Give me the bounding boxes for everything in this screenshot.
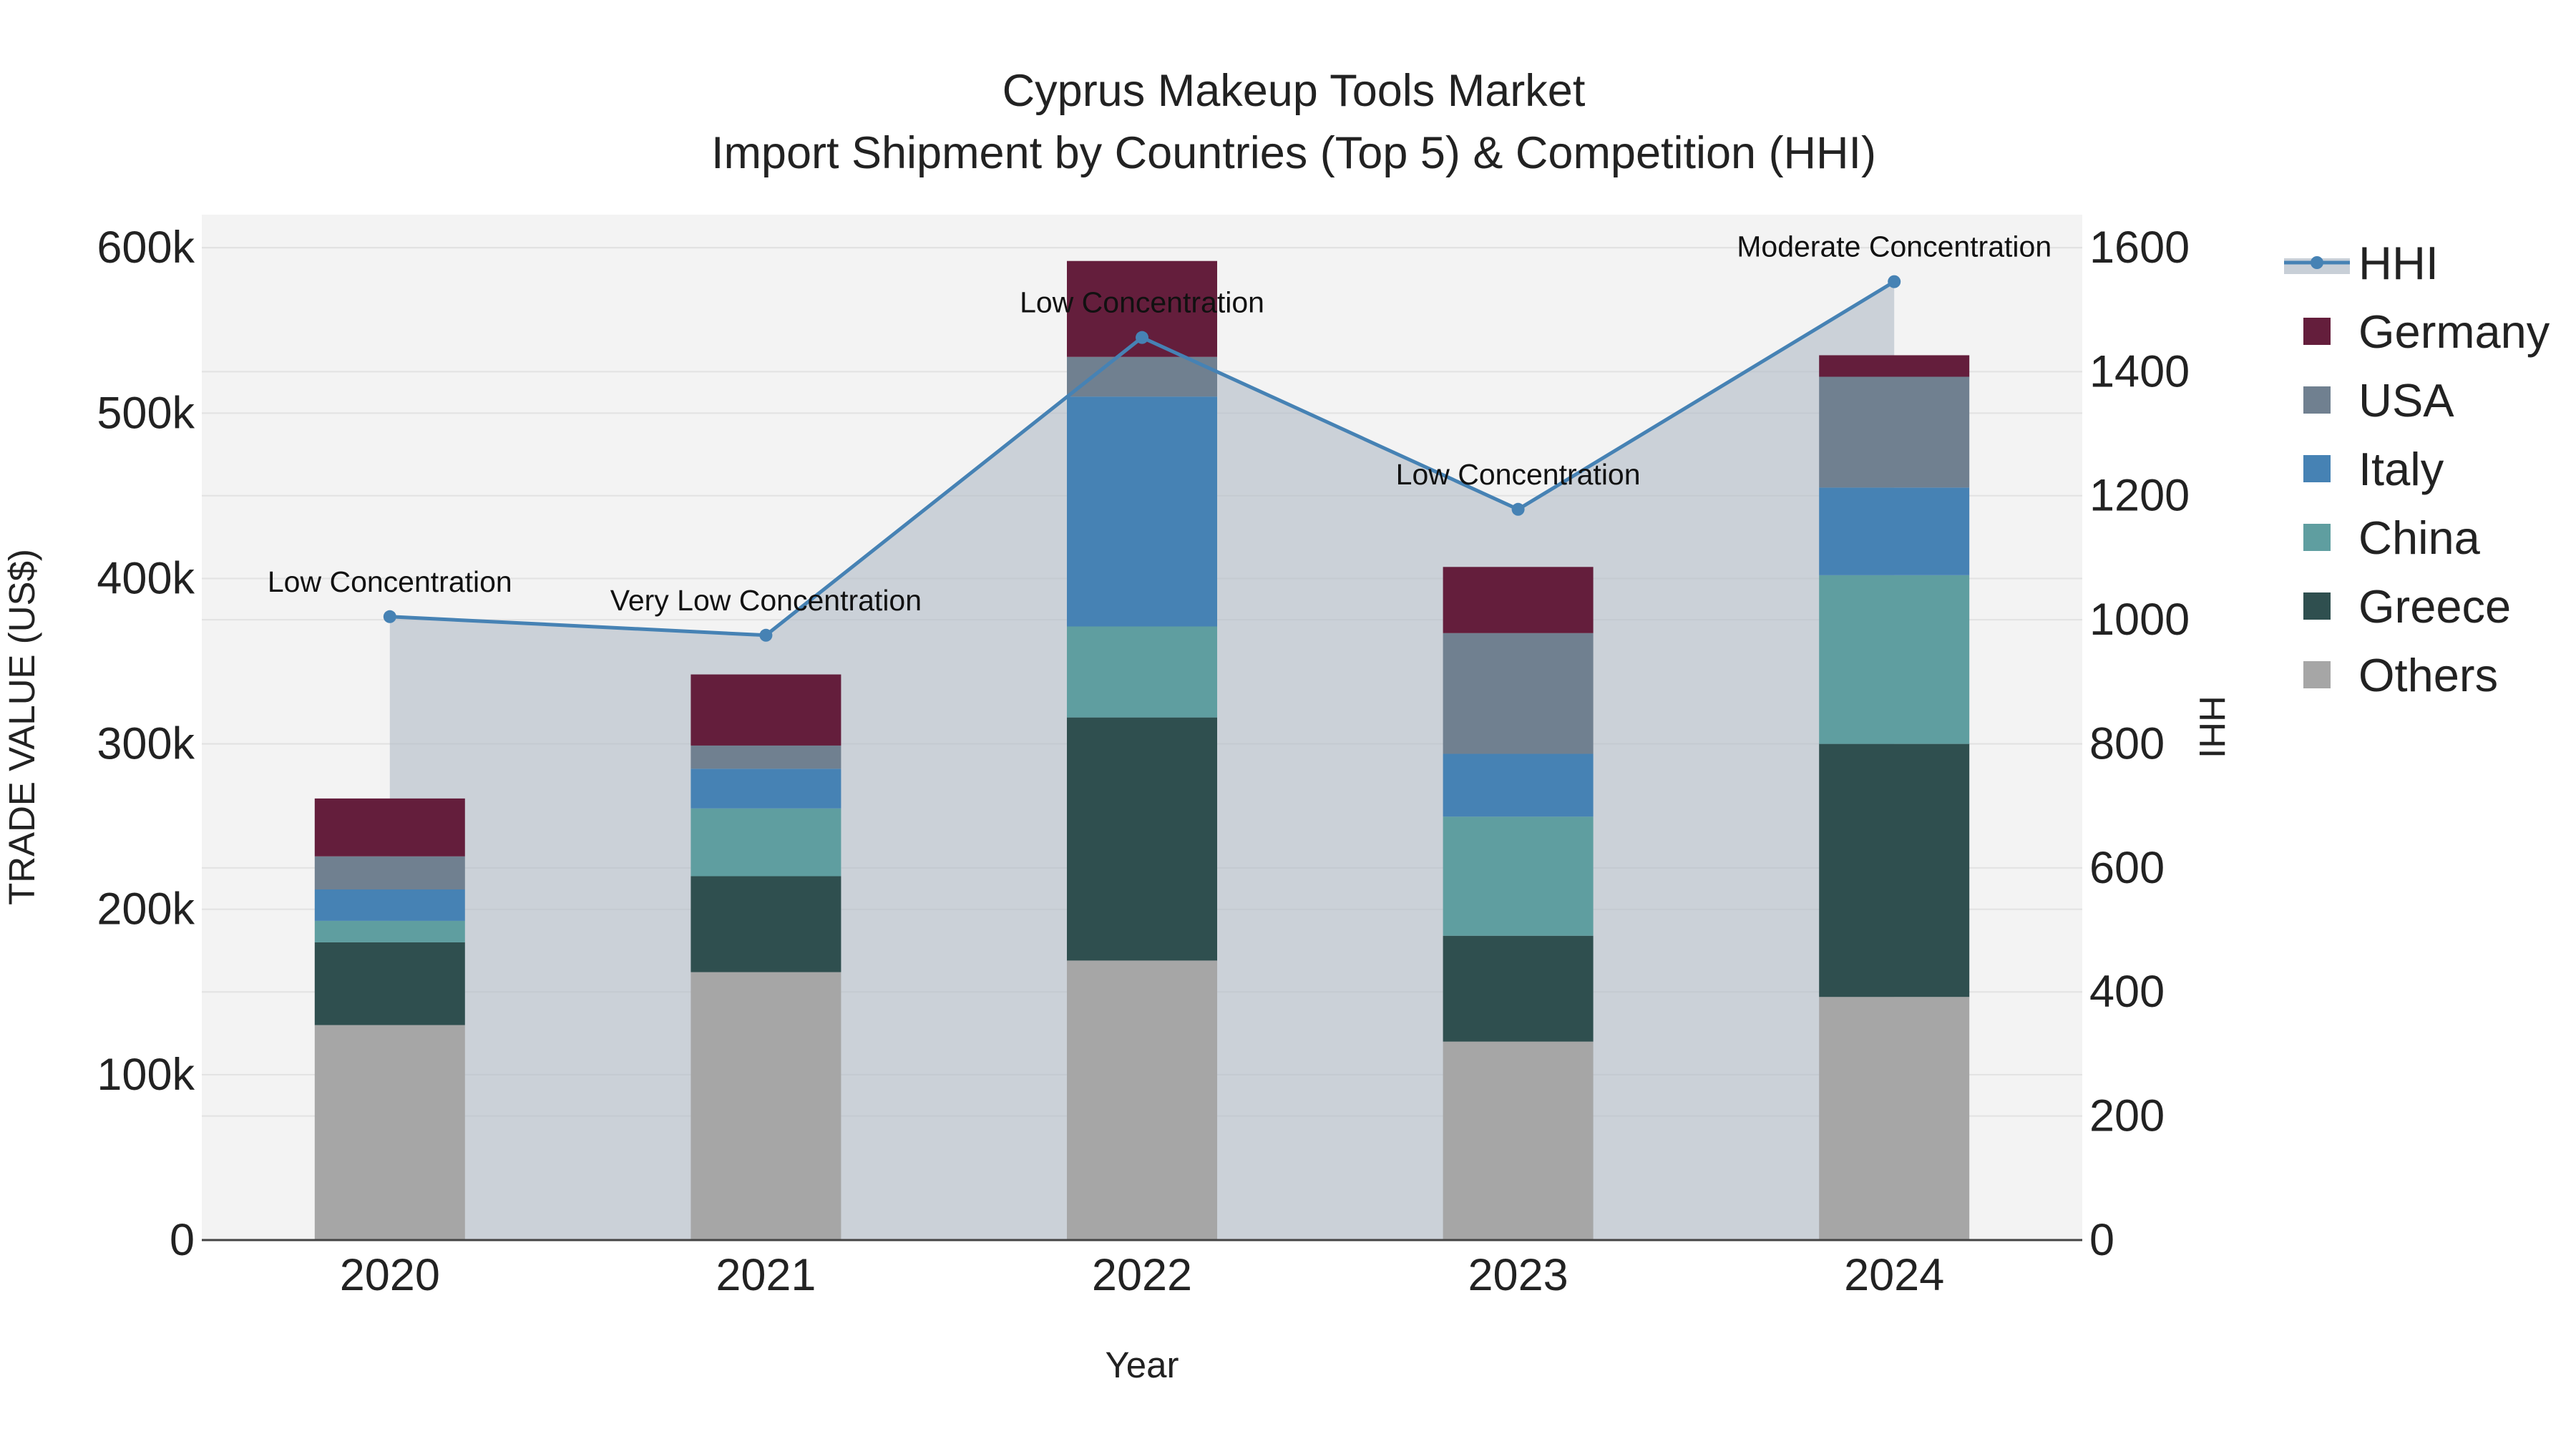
legend-label-others: Others <box>2358 649 2498 701</box>
y-axis-label: TRADE VALUE (US$) <box>1 549 42 905</box>
chart-title: Cyprus Makeup Tools Market <box>1002 66 1586 116</box>
legend-swatch-others <box>2303 661 2331 688</box>
bar-greece-2024 <box>1819 743 1970 997</box>
y2-tick-label-800: 800 <box>2089 718 2165 769</box>
bar-china-2023 <box>1443 816 1594 936</box>
bar-usa-2023 <box>1443 633 1594 754</box>
bar-italy-2020 <box>314 889 465 921</box>
y2-tick-label-600: 600 <box>2089 843 2165 893</box>
bar-china-2020 <box>314 920 465 942</box>
legend-swatch-italy <box>2303 455 2331 482</box>
x-tick-label-2022: 2022 <box>1092 1250 1192 1300</box>
x-tick-label-2020: 2020 <box>340 1250 440 1300</box>
legend-swatch-usa <box>2303 386 2331 414</box>
bar-china-2024 <box>1819 575 1970 744</box>
bar-italy-2022 <box>1067 396 1217 627</box>
bar-usa-2024 <box>1819 376 1970 488</box>
hhi-point-2023 <box>1511 502 1525 516</box>
hhi-annotation-2024: Moderate Concentration <box>1737 230 2051 263</box>
bar-usa-2020 <box>314 856 465 890</box>
legend: HHI Germany USA Italy China Greece Others <box>2284 237 2550 701</box>
legend-label-greece: Greece <box>2358 580 2511 633</box>
bar-germany-2024 <box>1819 355 1970 377</box>
bar-china-2022 <box>1067 626 1217 718</box>
bar-germany-2023 <box>1443 567 1594 633</box>
bar-greece-2021 <box>691 876 841 972</box>
y-tick-label-300k: 300k <box>97 719 195 769</box>
y2-tick-label-1600: 1600 <box>2089 223 2190 273</box>
legend-label-china: China <box>2358 512 2481 564</box>
hhi-point-2020 <box>383 610 396 623</box>
bar-germany-2020 <box>314 798 465 857</box>
hhi-annotation-2022: Low Concentration <box>1020 286 1264 319</box>
y-tick-label-0: 0 <box>170 1215 195 1265</box>
annotations-layer: Low Concentration Very Low Concentration L… <box>268 230 2051 617</box>
bar-greece-2020 <box>314 942 465 1025</box>
y2-tick-label-0: 0 <box>2089 1215 2114 1265</box>
y2-tick-label-1200: 1200 <box>2089 471 2190 521</box>
bar-italy-2023 <box>1443 753 1594 817</box>
hhi-line-layer <box>383 275 1901 642</box>
bar-usa-2021 <box>691 745 841 769</box>
y-axis-ticks: 0 100k 200k 300k 400k 500k 600k <box>97 223 195 1265</box>
bar-germany-2021 <box>691 674 841 746</box>
y2-tick-label-200: 200 <box>2089 1091 2165 1141</box>
hhi-annotation-2023: Low Concentration <box>1396 458 1641 491</box>
y2-tick-label-1400: 1400 <box>2089 346 2190 396</box>
x-tick-label-2023: 2023 <box>1468 1250 1568 1300</box>
x-tick-label-2021: 2021 <box>716 1250 816 1300</box>
bar-greece-2022 <box>1067 717 1217 961</box>
bar-others-2024 <box>1819 997 1970 1240</box>
chart-subtitle: Import Shipment by Countries (Top 5) & C… <box>711 128 1876 178</box>
legend-swatch-greece <box>2303 592 2331 620</box>
y-tick-label-600k: 600k <box>97 223 195 273</box>
legend-hhi-marker <box>2311 256 2323 269</box>
y-tick-label-200k: 200k <box>97 884 195 935</box>
legend-swatch-china <box>2303 524 2331 551</box>
x-axis-label: Year <box>1105 1345 1179 1385</box>
x-axis-ticks: 2020 2021 2022 2023 2024 <box>340 1250 1945 1300</box>
hhi-annotation-2020: Low Concentration <box>268 565 512 598</box>
hhi-point-2022 <box>1136 331 1148 344</box>
bar-italy-2024 <box>1819 487 1970 575</box>
legend-swatch-germany <box>2303 318 2331 345</box>
y2-axis-ticks: 0 200 400 600 800 1000 1200 1400 1600 <box>2089 223 2190 1265</box>
y2-axis-label: HHI <box>2192 696 2233 758</box>
y-tick-label-500k: 500k <box>97 388 195 438</box>
x-tick-label-2024: 2024 <box>1844 1250 1944 1300</box>
bar-others-2021 <box>691 972 841 1240</box>
bar-italy-2021 <box>691 769 841 809</box>
y-tick-label-100k: 100k <box>97 1050 195 1100</box>
y-tick-label-400k: 400k <box>97 553 195 603</box>
bars-layer <box>314 260 1970 1240</box>
legend-label-germany: Germany <box>2358 306 2550 358</box>
y2-tick-label-400: 400 <box>2089 967 2165 1017</box>
bar-others-2022 <box>1067 960 1217 1240</box>
bar-china-2021 <box>691 808 841 877</box>
legend-label-italy: Italy <box>2358 443 2444 495</box>
hhi-point-2021 <box>759 628 773 642</box>
legend-label-usa: USA <box>2358 374 2454 426</box>
y2-tick-label-1000: 1000 <box>2089 595 2190 645</box>
bar-greece-2023 <box>1443 935 1594 1042</box>
legend-label-hhi: HHI <box>2358 237 2439 289</box>
bar-others-2020 <box>314 1025 465 1240</box>
hhi-point-2024 <box>1888 275 1901 288</box>
hhi-annotation-2021: Very Low Concentration <box>610 584 922 617</box>
bar-others-2023 <box>1443 1041 1594 1240</box>
